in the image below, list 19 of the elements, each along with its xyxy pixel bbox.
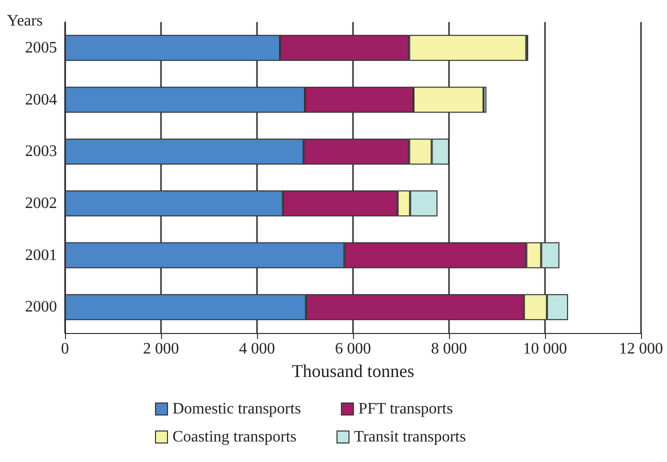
x-tick-label: 0 [61,340,69,358]
x-tick-label: 10 000 [523,340,567,358]
legend-label: Coasting transports [172,428,296,446]
x-tick-label: 12 000 [619,340,663,358]
y-tick-label: 2003 [25,143,57,160]
x-tick-label: 8 000 [431,340,467,358]
y-tick-label: 2001 [25,246,57,264]
x-tick-label: 4 000 [239,340,275,358]
legend-label: Domestic transports [172,400,301,418]
x-tick-label: 6 000 [335,340,371,358]
legend-label: Transit transports [354,428,466,446]
x-axis-title: Thousand tonnes [292,360,414,381]
y-axis-title: Years [7,12,43,30]
y-tick-label: 2002 [25,194,57,212]
y-tick-label: 2005 [25,39,57,56]
y-tick-label: 2000 [25,298,57,316]
y-tick-label: 2004 [25,91,57,108]
legend-label: PFT transports [358,400,453,418]
x-tick-label: 2 000 [143,340,179,358]
